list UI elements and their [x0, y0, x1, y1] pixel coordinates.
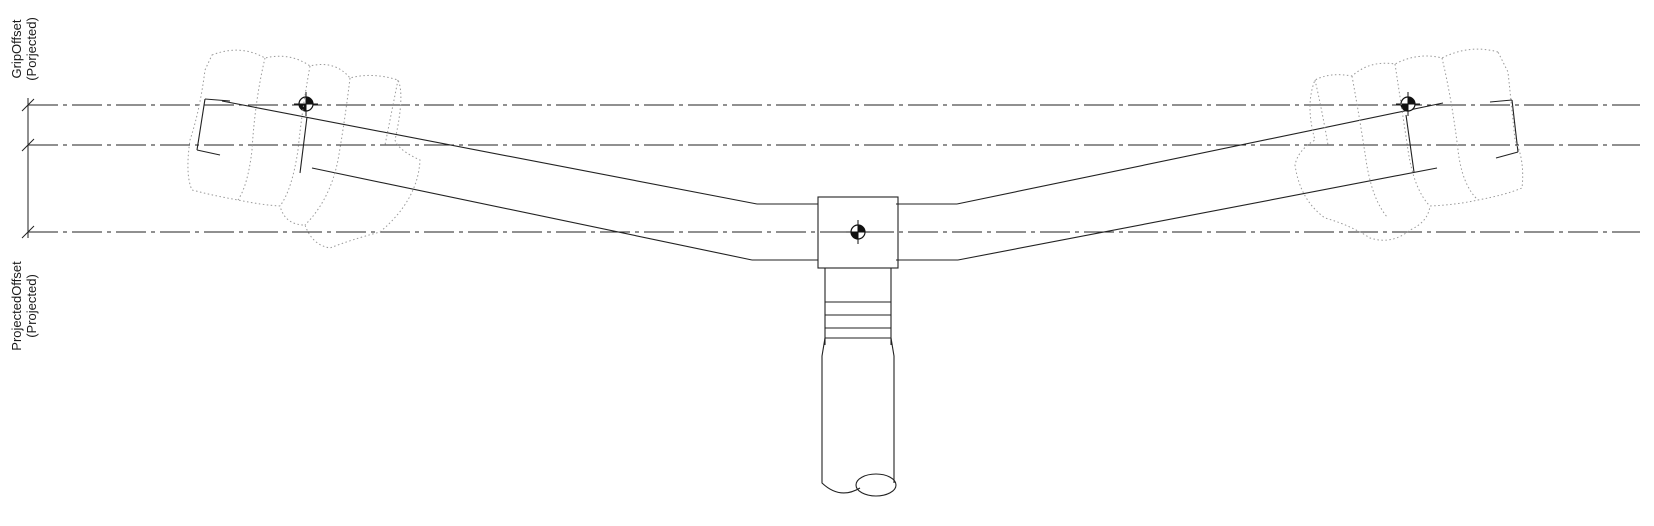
dimension-line [21, 98, 35, 239]
right-hand-outline [1294, 48, 1524, 241]
right-grip-marker [1396, 92, 1420, 116]
left-bar [196, 98, 818, 261]
projected-offset-title: ProjectedOffset [9, 261, 24, 351]
left-hand-outline [187, 49, 421, 249]
projected-offset-label: ProjectedOffset (Projected) [9, 246, 41, 366]
steerer-tube [821, 268, 897, 497]
left-grip-marker [294, 92, 318, 116]
projected-offset-subtitle: (Projected) [24, 274, 39, 338]
grip-offset-subtitle: (Porjected) [24, 17, 39, 81]
grip-offset-label: GripOffset (Porjected) [9, 4, 41, 94]
stem-center-marker [846, 220, 870, 244]
stem-clamp [817, 196, 899, 269]
right-bar [896, 99, 1519, 261]
grip-offset-title: GripOffset [9, 19, 24, 79]
